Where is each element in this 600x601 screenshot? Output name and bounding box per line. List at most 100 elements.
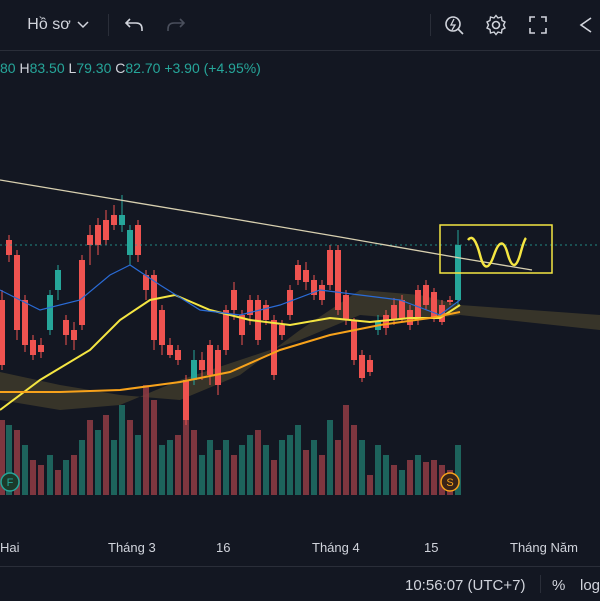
volume-bar xyxy=(0,420,5,495)
candle xyxy=(30,335,36,360)
quick-search-button[interactable] xyxy=(440,9,468,41)
volume-bar xyxy=(63,460,69,495)
candle xyxy=(207,340,213,385)
candle-body xyxy=(223,310,229,350)
close-key: C xyxy=(115,60,126,76)
snapshot-button[interactable] xyxy=(574,9,600,41)
volume-bar xyxy=(351,425,357,495)
volume-bar xyxy=(455,445,461,495)
candle xyxy=(447,296,453,305)
candle-body xyxy=(423,285,429,305)
volume-bar xyxy=(287,435,293,495)
event-marker-circle xyxy=(0,472,20,492)
trend-line xyxy=(0,179,533,271)
candle xyxy=(399,295,405,322)
volume-bar xyxy=(255,430,261,495)
candle-body xyxy=(63,320,69,335)
volume-bar xyxy=(103,415,109,495)
profile-dropdown[interactable]: Hồ sơ xyxy=(18,9,98,41)
volume-bar xyxy=(295,425,301,495)
volume-bar xyxy=(87,420,93,495)
quick-search-icon xyxy=(445,16,464,35)
candle-body xyxy=(367,360,373,372)
low-key: L xyxy=(68,60,77,76)
volume-bar xyxy=(207,440,213,495)
close-value: 82.70 xyxy=(125,60,161,76)
candle-body xyxy=(199,360,205,370)
candle-body xyxy=(327,250,333,285)
volume-bar xyxy=(423,462,429,495)
undo-button[interactable] xyxy=(120,9,148,41)
time-axis: Hai Tháng 3 16 Tháng 4 15 Tháng Năm xyxy=(0,536,600,560)
candle-body xyxy=(351,320,357,360)
fullscreen-button[interactable] xyxy=(524,9,552,41)
candle-body xyxy=(111,215,117,225)
percent-toggle[interactable]: % xyxy=(552,577,566,594)
volume-bar xyxy=(22,445,28,495)
volume-bar xyxy=(359,440,365,495)
candle xyxy=(263,300,269,325)
candle xyxy=(38,338,44,358)
ma-fast-line xyxy=(0,293,461,411)
candle xyxy=(167,338,173,358)
candle-body xyxy=(151,275,157,340)
volume-bar xyxy=(199,455,205,495)
volume-bar xyxy=(183,410,189,495)
candle xyxy=(287,285,293,320)
log-toggle[interactable]: log xyxy=(580,577,600,594)
volume-bar xyxy=(247,435,253,495)
volume-bar xyxy=(55,470,61,495)
candle xyxy=(103,210,109,245)
volume-bar xyxy=(191,430,197,495)
volume-bar xyxy=(399,470,405,495)
volume-bar xyxy=(143,385,149,495)
candle-body xyxy=(0,300,5,365)
change-value: +3.90 (+4.95%) xyxy=(164,60,261,76)
candle xyxy=(47,290,53,335)
candle-body xyxy=(303,270,309,282)
ichimoku-cloud-area xyxy=(0,290,600,410)
candle xyxy=(63,315,69,345)
event-marker: F xyxy=(0,472,20,492)
volume-bar xyxy=(391,465,397,495)
candle xyxy=(175,345,181,365)
candle-body xyxy=(319,285,325,300)
candle xyxy=(367,355,373,376)
ohlc-legend: 80 H83.50 L79.30 C82.70 +3.90 (+4.95%) xyxy=(0,60,261,76)
ma-slow-line xyxy=(0,311,461,393)
candle-body xyxy=(143,275,149,290)
candle-body xyxy=(135,225,141,255)
candle xyxy=(199,352,205,380)
candle-body xyxy=(71,330,77,340)
candle xyxy=(14,250,20,340)
time-axis-label: Tháng 4 xyxy=(312,540,360,555)
candle-body xyxy=(14,255,20,330)
redo-button[interactable] xyxy=(162,9,190,41)
candle-body xyxy=(391,305,397,320)
gear-icon xyxy=(486,14,506,36)
candle-body xyxy=(55,270,61,290)
low-value: 79.30 xyxy=(76,60,112,76)
candle xyxy=(95,218,101,255)
base-line xyxy=(0,264,461,316)
settings-button[interactable] xyxy=(482,9,510,41)
time-axis-label: Tháng 3 xyxy=(108,540,156,555)
wave-drawing xyxy=(467,236,527,268)
volume-bar xyxy=(71,455,77,495)
candle xyxy=(119,195,125,232)
volume-bar xyxy=(263,445,269,495)
volume-bar xyxy=(375,445,381,495)
high-key: H xyxy=(19,60,30,76)
top-toolbar: Hồ sơ xyxy=(0,0,600,51)
candle xyxy=(183,375,189,425)
candle xyxy=(0,290,5,370)
candle-body xyxy=(167,345,173,355)
ichimoku-cloud xyxy=(0,290,600,410)
snapshot-icon xyxy=(579,17,592,33)
undo-icon xyxy=(124,18,143,31)
volume-bar xyxy=(6,425,12,495)
candle-body xyxy=(359,355,365,378)
candle xyxy=(335,245,341,315)
event-marker-label: F xyxy=(7,477,14,489)
